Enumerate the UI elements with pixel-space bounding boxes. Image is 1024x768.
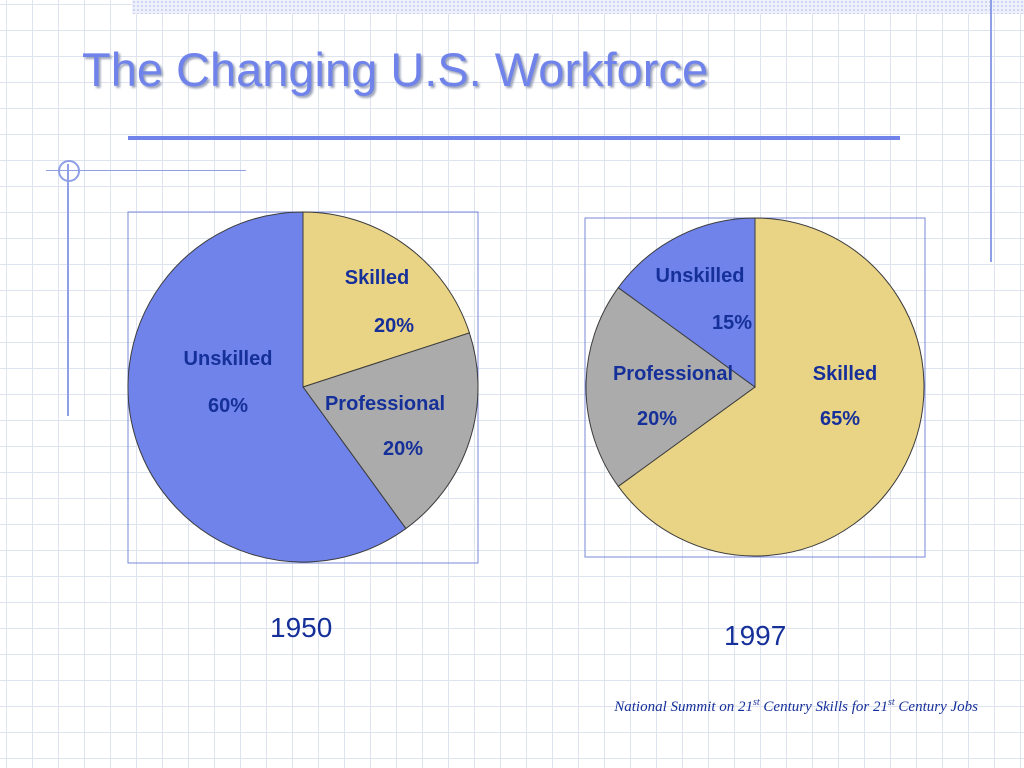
dotted-header-band: [132, 0, 1024, 14]
pie-slice-professional-1950: [302, 332, 479, 530]
left-vertical-line: [67, 164, 69, 416]
right-vertical-line: [990, 0, 992, 262]
pie-slice-professional-1997: [585, 286, 756, 488]
pie-slice-unskilled-1997: [617, 217, 756, 388]
slice-value-label-skilled-1950: 20%: [374, 315, 414, 337]
pie-1997: Skilled 65% Professional 20% Unskilled 15%: [585, 217, 925, 557]
slice-value-label-professional-1997: 20%: [637, 408, 677, 430]
pie-1950: Skilled 20% Professional 20% Unskilled 60%: [127, 211, 479, 563]
left-circle-ornament: [58, 160, 80, 182]
slice-name-label-skilled-1950: Skilled: [345, 267, 409, 289]
slice-name-label-unskilled-1950: Unskilled: [184, 348, 273, 370]
pie-slice-unskilled-1950: [127, 211, 407, 563]
slice-name-label-unskilled-1997: Unskilled: [656, 265, 745, 287]
slice-value-label-skilled-1997: 65%: [820, 408, 860, 430]
pie-slice-skilled-1997: [617, 217, 925, 557]
slice-value-label-unskilled-1997: 15%: [712, 312, 752, 334]
year-label-1950: 1950: [270, 612, 333, 643]
left-horizontal-line: [46, 170, 246, 171]
year-label-1997: 1997: [724, 620, 787, 651]
slice-value-label-professional-1950: 20%: [383, 438, 423, 460]
page-title: The Changing U.S. Workforce: [82, 43, 709, 96]
pie-slice-skilled-1950: [302, 211, 471, 388]
source-citation: National Summit on 21st Century Skills f…: [614, 697, 978, 715]
slice-name-label-skilled-1997: Skilled: [813, 363, 877, 385]
slice-name-label-professional-1950: Professional: [325, 393, 445, 415]
slice-value-label-unskilled-1950: 60%: [208, 395, 248, 417]
title-underline: [128, 136, 900, 140]
slice-name-label-professional-1997: Professional: [613, 363, 733, 385]
